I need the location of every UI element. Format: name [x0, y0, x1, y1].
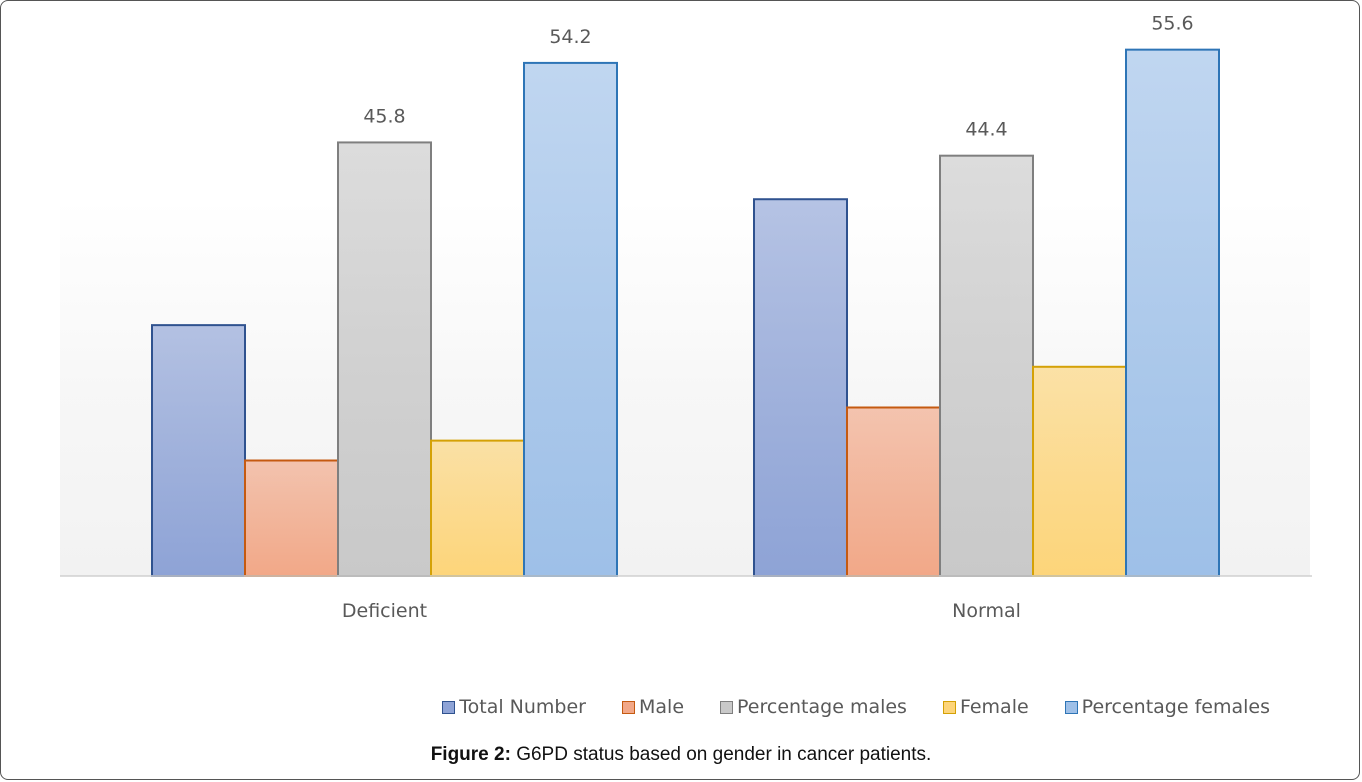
legend-item: Male — [622, 696, 684, 718]
data-label: 45.8 — [363, 105, 405, 127]
bar-deficient-female — [430, 439, 525, 578]
bar-normal-percentage-females — [1125, 48, 1220, 578]
legend-label: Female — [959, 696, 1029, 718]
bar-deficient-male — [244, 459, 339, 577]
legend-item: Percentage females — [1064, 696, 1270, 718]
data-label: 55.6 — [1151, 13, 1193, 35]
legend-swatch — [942, 700, 956, 714]
x-tick-labels-group: Deficient Normal — [342, 600, 1021, 622]
bar-deficient-total-number — [151, 324, 246, 577]
bar-normal-male — [846, 406, 941, 578]
legend-label: Male — [639, 696, 685, 718]
bar-normal-female — [1032, 365, 1127, 577]
data-label: 54.2 — [549, 26, 591, 48]
bar-normal-total-number — [753, 198, 848, 578]
legend-swatch — [1064, 700, 1078, 714]
x-tick-label: Deficient — [342, 600, 427, 622]
legend-swatch — [622, 700, 635, 714]
legend-item: Total Number — [442, 696, 586, 718]
bar-chart: 45.8 54.2 44.4 55.6 Deficient Normal — [60, 13, 1312, 622]
caption-text: G6PD status based on gender in cancer pa… — [510, 744, 932, 765]
legend-swatch — [720, 700, 734, 714]
legend-swatch — [442, 700, 456, 714]
legend-item: Female — [942, 696, 1029, 718]
figure-caption: Figure 2: G6PD status based on gender in… — [0, 744, 1362, 766]
data-label: 44.4 — [965, 119, 1007, 141]
legend: Total Number Male Percentage males Female Pe… — [0, 692, 1362, 722]
bars-group — [151, 48, 1220, 578]
caption-label: Figure 2: — [430, 744, 511, 765]
legend-label: Total Number — [459, 696, 586, 718]
data-labels-group: 45.8 54.2 44.4 55.6 — [363, 13, 1193, 141]
x-tick-label: Normal — [952, 600, 1021, 622]
legend-label: Percentage females — [1081, 696, 1270, 718]
bar-deficient-percentage-males — [337, 141, 432, 577]
bar-deficient-percentage-females — [523, 61, 618, 577]
bar-normal-percentage-males — [939, 154, 1034, 577]
legend-label: Percentage males — [737, 696, 907, 718]
legend-item: Percentage males — [720, 696, 907, 718]
